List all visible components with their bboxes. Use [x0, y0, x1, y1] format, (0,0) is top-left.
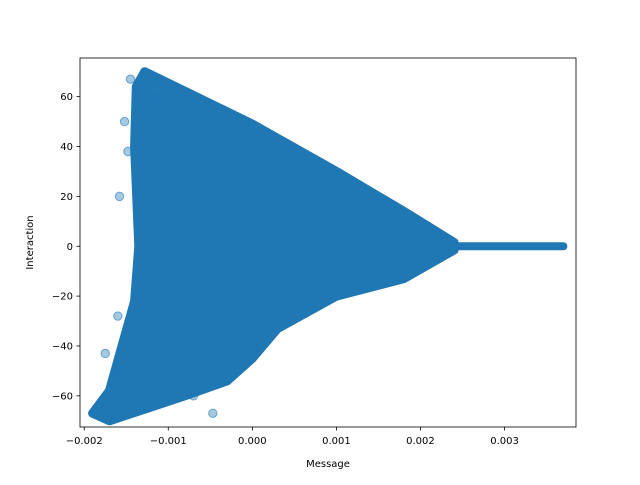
y-tick-label: −20 [52, 292, 73, 303]
x-axis-label: Message [306, 459, 350, 470]
scatter-point [208, 408, 218, 418]
x-tick-label: 0.001 [322, 436, 351, 447]
y-axis-ticks: −60 −40 −20 0 20 40 60 [52, 92, 80, 402]
scatter-point [113, 366, 123, 376]
scatter-point [100, 348, 110, 359]
y-tick-label: 20 [60, 192, 73, 203]
x-tick-label: 0.002 [406, 436, 435, 447]
y-tick-label: −60 [52, 391, 73, 402]
scatter-point [150, 91, 161, 102]
scatter-point [188, 391, 199, 401]
scatter-points [88, 67, 568, 426]
scatter-point [146, 386, 157, 396]
scatter-point [114, 191, 125, 202]
x-tick-label: −0.002 [66, 436, 103, 447]
scatter-point-group [88, 67, 568, 426]
y-tick-label: 60 [60, 92, 73, 103]
scatter-point [123, 146, 133, 157]
scatter-point-cloud [88, 67, 459, 426]
plot-frame [79, 57, 577, 428]
x-tick-label: 0.003 [490, 436, 519, 447]
x-tick-label: 0.000 [238, 436, 267, 447]
scatter-point [119, 116, 130, 127]
y-tick-label: 40 [60, 142, 73, 153]
scatter-point [113, 311, 123, 321]
y-axis-label: Interaction [25, 215, 36, 269]
y-tick-label: −40 [52, 342, 73, 353]
scatter-point [125, 74, 136, 84]
x-tick-label: −0.001 [150, 436, 187, 447]
y-tick-label: 0 [67, 242, 73, 253]
x-axis-ticks: −0.002 −0.001 0.000 0.001 0.002 0.003 [66, 427, 519, 447]
